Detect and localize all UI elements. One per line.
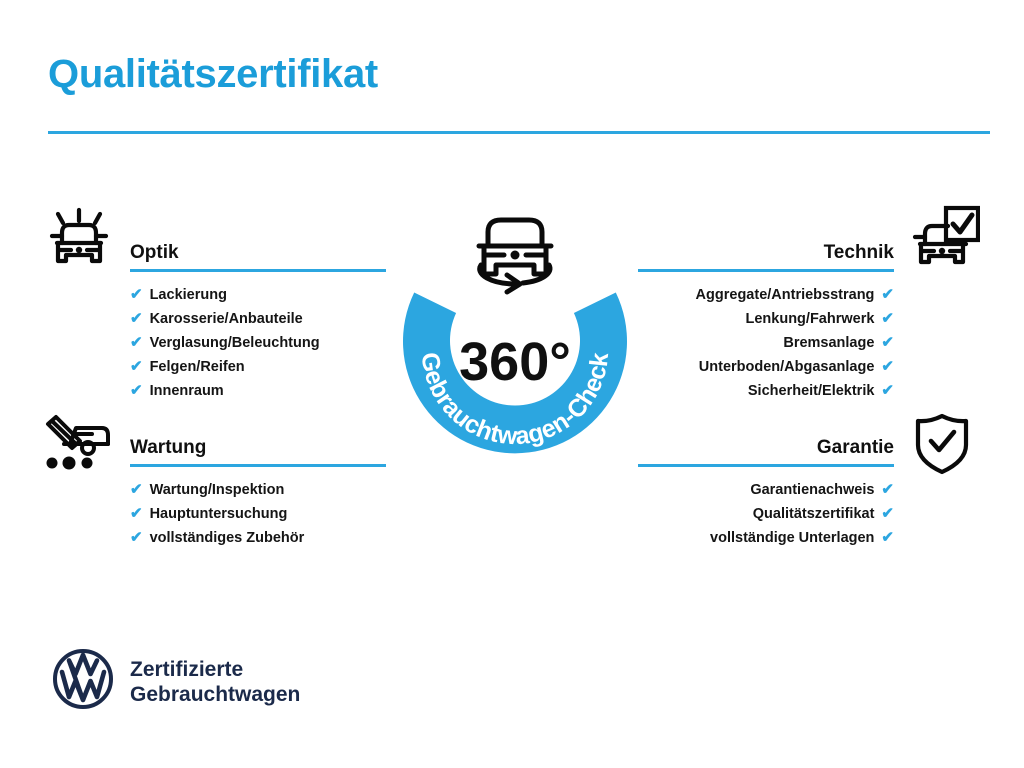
check-icon: ✔ <box>130 286 143 303</box>
car-shine-icon <box>44 205 114 280</box>
list-item: ✔ Lackierung <box>130 286 386 304</box>
check-icon: ✔ <box>881 382 894 399</box>
badge-ring <box>403 292 627 454</box>
list-item-label: Qualitätszertifikat <box>752 506 875 522</box>
checklist-optik: ✔ Lackierung ✔ Karosserie/Anbauteile ✔ Verg… <box>130 286 386 400</box>
list-item: Sicherheit/Elektrik ✔ <box>748 382 894 400</box>
list-item-label: Lackierung <box>149 287 227 303</box>
check-icon: ✔ <box>881 358 894 375</box>
list-item: ✔ Innenraum <box>130 382 386 400</box>
check-icon: ✔ <box>881 286 894 303</box>
check-icon: ✔ <box>881 481 894 498</box>
check-icon: ✔ <box>881 505 894 522</box>
check-icon: ✔ <box>130 334 143 351</box>
check-icon: ✔ <box>130 505 143 522</box>
car-service-pen-icon <box>40 412 114 479</box>
list-item: ✔ Verglasung/Beleuchtung <box>130 334 386 352</box>
section-divider-garantie <box>638 464 894 467</box>
list-item: ✔ Hauptuntersuchung <box>130 505 386 523</box>
list-item-label: Verglasung/Beleuchtung <box>149 335 320 351</box>
checklist-garantie: Garantienachweis ✔ Qualitätszertifikat ✔ v… <box>638 481 894 547</box>
list-item: vollständige Unterlagen ✔ <box>710 529 894 547</box>
section-title-wartung: Wartung <box>130 437 207 458</box>
list-item: ✔ Felgen/Reifen <box>130 358 386 376</box>
car-rotate-icon <box>476 217 554 295</box>
360-check-badge: Gebrauchtwagen-Check 360° <box>370 196 660 488</box>
badge-center-text: 360° <box>459 332 571 392</box>
checklist-technik: Aggregate/Antriebsstrang ✔ Lenkung/Fahrwe… <box>638 286 894 400</box>
section-optik: Optik ✔ Lackierung ✔ Karosserie/Anbauteile… <box>130 241 386 400</box>
car-checkbox-icon <box>908 204 981 279</box>
section-divider-optik <box>130 269 386 272</box>
list-item: Qualitätszertifikat ✔ <box>753 505 894 523</box>
check-icon: ✔ <box>130 529 143 546</box>
list-item-label: Wartung/Inspektion <box>149 482 285 498</box>
section-divider-technik <box>638 269 894 272</box>
list-item-label: Garantienachweis <box>750 482 875 498</box>
list-item-label: Hauptuntersuchung <box>149 506 288 522</box>
vw-footer-logo: Zertifizierte Gebrauchtwagen <box>52 648 300 715</box>
list-item-label: Lenkung/Fahrwerk <box>745 311 875 327</box>
list-item: Unterboden/Abgasanlage ✔ <box>699 358 894 376</box>
list-item-label: Aggregate/Antriebsstrang <box>695 287 875 303</box>
list-item-label: vollständiges Zubehör <box>149 530 305 546</box>
list-item-label: Karosserie/Anbauteile <box>149 311 303 327</box>
checklist-wartung: ✔ Wartung/Inspektion ✔ Hauptuntersuchung ✔… <box>130 481 386 547</box>
vw-logo <box>52 648 114 715</box>
check-icon: ✔ <box>130 382 143 399</box>
check-icon: ✔ <box>130 358 143 375</box>
list-item-label: vollständige Unterlagen <box>710 530 875 546</box>
check-icon: ✔ <box>881 334 894 351</box>
section-title-technik: Technik <box>823 242 894 263</box>
list-item: Lenkung/Fahrwerk ✔ <box>746 310 895 328</box>
list-item-label: Felgen/Reifen <box>149 359 245 375</box>
list-item: Bremsanlage ✔ <box>783 334 894 352</box>
section-divider-wartung <box>130 464 386 467</box>
list-item: ✔ vollständiges Zubehör <box>130 529 386 547</box>
list-item: Aggregate/Antriebsstrang ✔ <box>696 286 894 304</box>
vw-wordmark-line1: Zertifizierte <box>130 657 244 681</box>
check-icon: ✔ <box>130 481 143 498</box>
list-item-label: Bremsanlage <box>783 335 875 351</box>
check-icon: ✔ <box>881 529 894 546</box>
page-title: Qualitätszertifikat <box>48 52 378 96</box>
header-divider <box>48 131 990 134</box>
list-item: Garantienachweis ✔ <box>750 481 894 499</box>
list-item: ✔ Wartung/Inspektion <box>130 481 386 499</box>
section-garantie: Garantie Garantienachweis ✔ Qualitätszert… <box>638 436 894 547</box>
list-item-label: Sicherheit/Elektrik <box>747 383 875 399</box>
vw-wordmark: Zertifizierte Gebrauchtwagen <box>130 657 300 707</box>
section-title-optik: Optik <box>130 242 179 263</box>
list-item-label: Unterboden/Abgasanlage <box>698 359 875 375</box>
check-icon: ✔ <box>130 310 143 327</box>
section-technik: Technik Aggregate/Antriebsstrang ✔ Lenkun… <box>638 241 894 400</box>
vw-wordmark-line2: Gebrauchtwagen <box>130 682 301 706</box>
section-wartung: Wartung ✔ Wartung/Inspektion ✔ Hauptunters… <box>130 436 386 547</box>
section-title-garantie: Garantie <box>816 437 894 458</box>
check-icon: ✔ <box>881 310 894 327</box>
list-item-label: Innenraum <box>149 383 224 399</box>
list-item: ✔ Karosserie/Anbauteile <box>130 310 386 328</box>
shield-check-icon <box>912 412 972 481</box>
